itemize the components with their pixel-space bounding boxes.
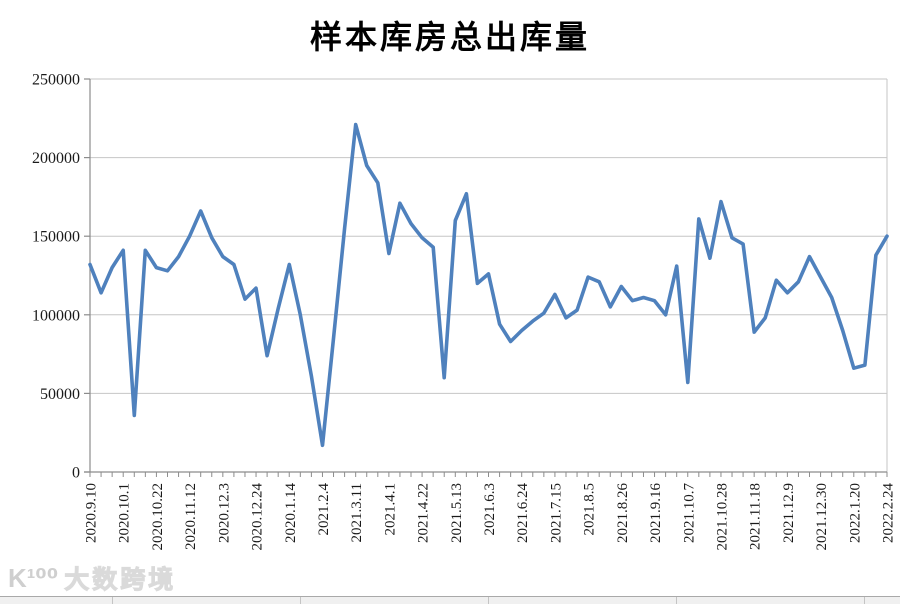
x-tick-label: 2020.1.14 <box>283 483 299 544</box>
x-tick-label: 2020.12.3 <box>216 483 232 543</box>
y-tick-label: 100000 <box>32 307 80 324</box>
x-tick-label: 2021.5.13 <box>449 483 465 543</box>
x-tick-label: 2021.6.3 <box>482 483 498 536</box>
x-tick-label: 2021.11.18 <box>748 483 764 550</box>
x-tick-label: 2021.8.26 <box>615 483 631 544</box>
y-tick-label: 50000 <box>40 386 80 403</box>
x-tick-label: 2021.12.30 <box>814 483 830 551</box>
x-tick-label: 2021.9.16 <box>648 483 664 544</box>
x-tick-label: 2021.10.28 <box>714 483 730 551</box>
y-tick-label: 250000 <box>32 72 80 89</box>
x-tick-label: 2021.3.11 <box>349 483 365 542</box>
y-tick-label: 150000 <box>32 229 80 246</box>
x-tick-label: 2022.2.24 <box>881 483 897 544</box>
series-line <box>88 122 889 448</box>
x-tick-label: 2020.10.1 <box>117 483 133 543</box>
x-tick-label: 2020.11.12 <box>183 483 199 550</box>
watermark-text: 大数跨境 <box>64 566 177 595</box>
x-tick-label: 2021.6.24 <box>515 483 531 544</box>
x-tick-label: 2021.2.4 <box>316 483 332 536</box>
chart-title: 样本库房总出库量 <box>309 19 590 55</box>
x-tick-label: 2022.1.20 <box>847 483 863 543</box>
x-tick-label: 2021.8.5 <box>582 483 598 536</box>
watermark: K¹⁰⁰ 大数跨境 <box>8 560 176 596</box>
x-tick-label: 2021.10.7 <box>681 483 697 544</box>
x-tick-label: 2020.9.10 <box>84 483 100 543</box>
y-tick-label: 0 <box>72 465 80 482</box>
x-tick-label: 2020.12.24 <box>250 483 266 551</box>
x-tick-label: 2021.4.22 <box>416 483 432 543</box>
watermark-logo-icon: K¹⁰⁰ <box>8 562 59 593</box>
x-tick-label: 2021.7.15 <box>548 483 564 543</box>
spreadsheet-gridline-strip <box>0 596 900 604</box>
x-tick-label: 2020.10.22 <box>150 483 166 551</box>
x-tick-label: 2021.12.9 <box>781 483 797 543</box>
y-tick-label: 200000 <box>32 150 80 167</box>
x-tick-label: 2021.4.1 <box>382 483 398 536</box>
